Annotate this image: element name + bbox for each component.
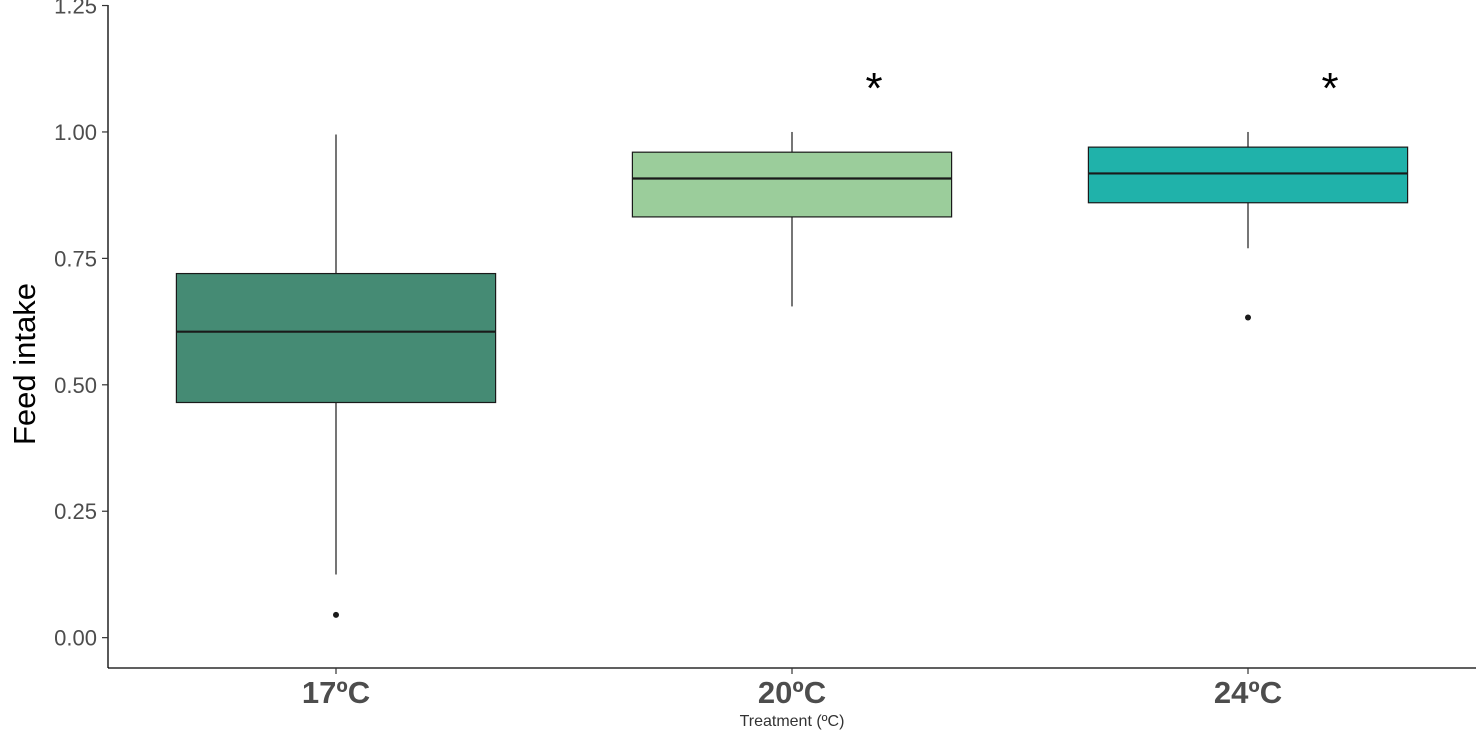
x-tick-label: 20ºC <box>758 675 826 710</box>
outlier-point <box>1245 314 1251 321</box>
y-tick-label: 0.75 <box>54 246 97 271</box>
y-tick-label: 1.00 <box>54 120 97 145</box>
plot-area: 0.00 0.25 0.50 0.75 1.00 1.25 17ºC 20ºC * 24ºC * <box>54 0 1476 710</box>
y-tick-label: 1.25 <box>54 0 97 19</box>
y-axis-title: Feed intake <box>7 283 42 445</box>
x-tick-label: 17ºC <box>302 675 370 710</box>
box-iqr <box>631 151 953 218</box>
box-iqr <box>1087 146 1409 204</box>
significance-marker: * <box>865 64 882 113</box>
box-iqr <box>175 272 497 404</box>
x-axis-title: Treatment (ºC) <box>740 713 845 730</box>
outlier-point <box>333 611 339 618</box>
y-tick-label: 0.00 <box>54 626 97 651</box>
y-tick-label: 0.25 <box>54 499 97 524</box>
significance-marker: * <box>1321 64 1338 113</box>
y-tick-label: 0.50 <box>54 373 97 398</box>
x-tick-label: 24ºC <box>1214 675 1282 710</box>
